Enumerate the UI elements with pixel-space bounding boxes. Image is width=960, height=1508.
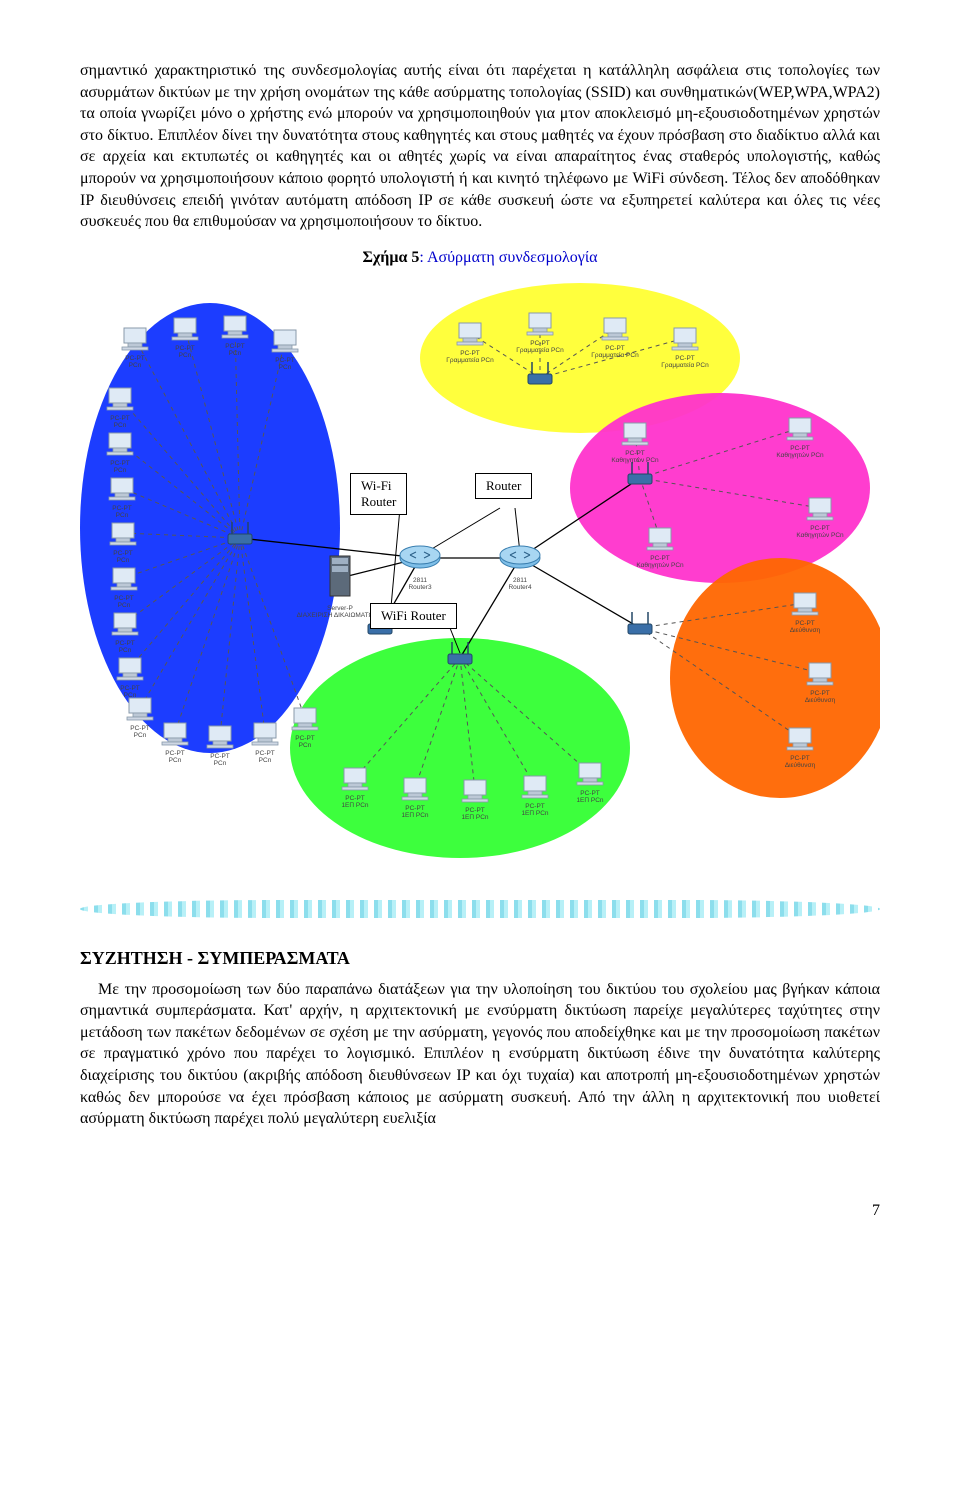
svg-text:PC-PTPCn: PC-PTPCn xyxy=(165,750,185,764)
svg-text:PC-PTPCn: PC-PTPCn xyxy=(255,750,275,764)
figure-caption-num: Σχήμα 5 xyxy=(362,249,419,266)
network-diagram: 2811Router32811Router4Server-PΔΙΑΧΕΙΡΙΣΗ… xyxy=(80,278,880,918)
figure-caption-text: : Ασύρματη συνδεσμολογία xyxy=(419,249,597,266)
intro-paragraph: σημαντικό χαρακτηριστικό της συνδεσμολογ… xyxy=(80,60,880,233)
diagram-svg: 2811Router32811Router4Server-PΔΙΑΧΕΙΡΙΣΗ… xyxy=(80,278,880,878)
svg-text:PC-PTPCn: PC-PTPCn xyxy=(210,753,230,767)
discussion-paragraph: Με την προσομοίωση των δύο παραπάνω διατ… xyxy=(80,979,880,1130)
label-router: Router xyxy=(475,473,532,499)
section-heading: ΣΥΖΗΤΗΣΗ - ΣΥΜΠΕΡΑΣΜΑΤΑ xyxy=(80,946,880,970)
svg-text:2811Router4: 2811Router4 xyxy=(508,577,532,591)
svg-text:2811Router3: 2811Router3 xyxy=(408,577,432,591)
figure-caption: Σχήμα 5: Ασύρματη συνδεσμολογία xyxy=(80,247,880,269)
decorative-wave xyxy=(80,900,880,918)
label-wifi-router-2: WiFi Router xyxy=(370,603,457,629)
page-number: 7 xyxy=(80,1200,880,1222)
label-wifi-router: Wi-FiRouter xyxy=(350,473,407,514)
svg-text:PC-PTPCn: PC-PTPCn xyxy=(130,725,150,739)
